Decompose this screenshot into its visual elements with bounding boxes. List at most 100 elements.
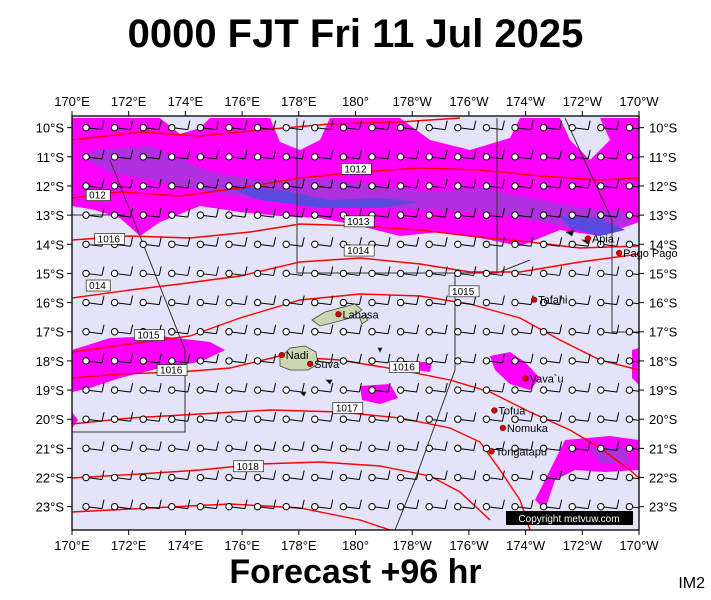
lat-label-right: 18°S bbox=[649, 354, 678, 369]
lat-label-right: 19°S bbox=[649, 383, 678, 398]
wind-barb bbox=[482, 149, 505, 161]
wind-barb bbox=[482, 237, 505, 248]
place-name: Nomuka bbox=[507, 423, 549, 435]
wind-barb bbox=[282, 149, 305, 161]
wind-barb bbox=[139, 120, 162, 132]
wind-barb bbox=[511, 266, 534, 278]
place-marker[interactable]: Apia bbox=[584, 233, 615, 245]
wind-barb bbox=[396, 441, 420, 453]
wind-barb bbox=[339, 353, 362, 365]
wind-barb bbox=[253, 178, 277, 190]
place-name: Apia bbox=[592, 233, 615, 245]
wind-barb bbox=[110, 470, 134, 482]
wind-barb bbox=[597, 266, 620, 278]
wind-barb bbox=[368, 120, 391, 132]
wind-barb bbox=[511, 120, 534, 132]
wind-barb bbox=[425, 499, 448, 511]
wind-barb bbox=[425, 266, 448, 278]
lon-label-top: 178°E bbox=[281, 94, 317, 109]
rain-band-east-heavy bbox=[560, 216, 625, 236]
wind-barb bbox=[539, 295, 563, 307]
wind-barb bbox=[368, 324, 391, 336]
wind-barb bbox=[482, 324, 505, 336]
wind-barb bbox=[597, 178, 620, 190]
wind-barb bbox=[253, 237, 277, 248]
wind-barb bbox=[82, 295, 105, 307]
wind-barb bbox=[168, 208, 191, 219]
wind-barb bbox=[539, 353, 563, 365]
place-marker[interactable]: Nadi bbox=[278, 350, 308, 362]
wind-barb bbox=[339, 295, 362, 307]
wind-barb bbox=[482, 178, 505, 190]
place-dot-icon bbox=[488, 448, 495, 455]
wind-barb bbox=[311, 295, 334, 307]
wind-barb bbox=[110, 149, 134, 161]
wind-barb bbox=[539, 149, 563, 161]
place-dot-icon bbox=[499, 424, 507, 432]
place-dot-icon bbox=[616, 249, 623, 257]
wind-barb bbox=[511, 208, 534, 219]
wind-barb bbox=[425, 382, 448, 394]
lat-label-right: 14°S bbox=[649, 237, 678, 252]
place-marker[interactable]: Tongatapu bbox=[488, 446, 547, 458]
lon-label-bottom: 176°E bbox=[224, 538, 260, 553]
place-marker[interactable]: Pago Pago bbox=[616, 248, 678, 260]
isobar-label: 1016 bbox=[94, 233, 125, 245]
wind-barb bbox=[139, 178, 162, 190]
wind-barb bbox=[368, 149, 391, 161]
wind-barb bbox=[139, 208, 162, 219]
wind-barb bbox=[282, 266, 305, 278]
isobar-label: 1013 bbox=[343, 215, 375, 228]
place-marker[interactable]: Tofua bbox=[491, 405, 527, 417]
wind-barb bbox=[425, 353, 448, 365]
lon-label-top: 180° bbox=[342, 94, 369, 109]
place-marker[interactable]: Tafahi bbox=[531, 295, 567, 307]
page-title: 0000 FJT Fri 11 Jul 2025 bbox=[127, 12, 584, 56]
wind-barb bbox=[368, 295, 391, 307]
wind-barb bbox=[396, 382, 420, 394]
wind-barb bbox=[225, 441, 248, 453]
wind-barb bbox=[511, 441, 534, 453]
wind-barb bbox=[196, 353, 219, 365]
lat-label-right: 17°S bbox=[649, 325, 678, 340]
wind-barb bbox=[568, 499, 591, 511]
wind-barb bbox=[139, 266, 162, 278]
wind-barb bbox=[196, 324, 219, 336]
place-marker[interactable]: Vava`u bbox=[522, 373, 564, 385]
wind-barb bbox=[454, 178, 477, 190]
wind-barb bbox=[196, 266, 219, 278]
wind-barb bbox=[110, 324, 134, 336]
lat-label-left: 17°S bbox=[36, 325, 65, 340]
isobar-value: 1016 bbox=[393, 363, 416, 374]
wind-barb bbox=[568, 353, 591, 365]
rain-band-north-heavy bbox=[220, 185, 420, 208]
wind-barb bbox=[196, 412, 219, 423]
place-name: Vava`u bbox=[530, 373, 564, 385]
place-marker[interactable]: Labasa bbox=[335, 309, 380, 321]
place-marker[interactable]: Suva bbox=[307, 359, 340, 371]
lon-label-top: 172°E bbox=[111, 94, 147, 109]
wind-barb bbox=[339, 266, 362, 278]
lat-label-left: 13°S bbox=[36, 208, 65, 223]
place-marker[interactable]: Nomuka bbox=[499, 423, 549, 435]
wind-barb bbox=[253, 295, 277, 307]
wind-barb bbox=[482, 499, 505, 511]
wind-barb bbox=[110, 295, 134, 307]
wind-barb bbox=[168, 499, 191, 511]
lat-label-left: 11°S bbox=[37, 150, 65, 165]
wind-barb bbox=[110, 499, 134, 511]
wind-barb bbox=[168, 441, 191, 453]
wind-barb bbox=[225, 149, 248, 161]
wind-barb bbox=[482, 412, 505, 423]
wind-barb bbox=[396, 149, 420, 161]
wind-barb bbox=[454, 237, 477, 248]
lat-label-right: 10°S bbox=[649, 121, 678, 136]
wind-barb bbox=[139, 353, 162, 365]
lat-label-left: 15°S bbox=[36, 266, 65, 281]
place-dot-icon bbox=[307, 360, 314, 367]
wind-barb bbox=[311, 470, 334, 482]
lat-label-right: 15°S bbox=[649, 266, 678, 281]
place-dot-icon bbox=[335, 311, 342, 318]
wind-barb bbox=[139, 382, 162, 394]
